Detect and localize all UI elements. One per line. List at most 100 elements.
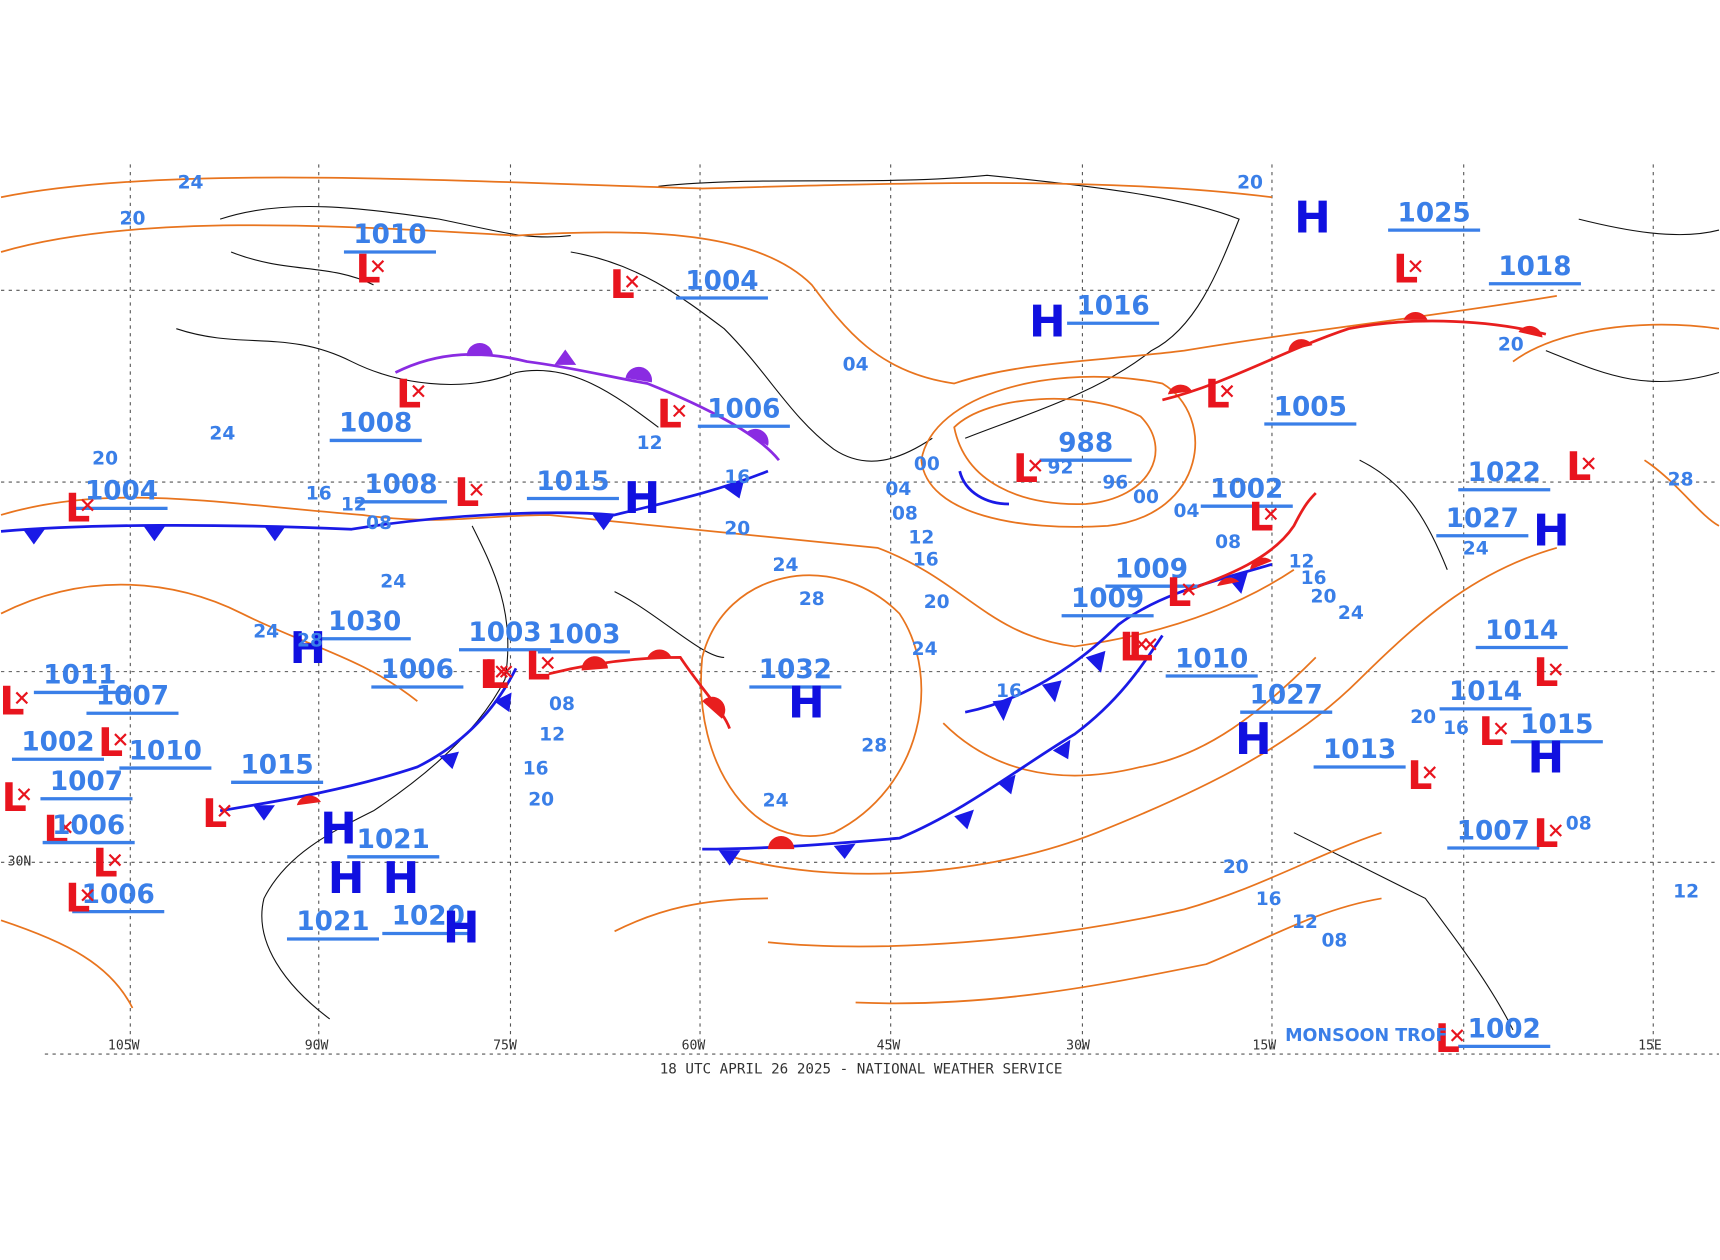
low-center: L: [454, 470, 479, 516]
isobars: [0, 176, 1720, 1009]
isobar-label: 24: [380, 571, 406, 592]
isobar-label: 04: [843, 354, 869, 375]
isobar-label: 16: [996, 681, 1022, 702]
isobar-label: 28: [1668, 469, 1694, 490]
isobar-label: 04: [1174, 501, 1200, 522]
pressure-value: 1002: [1468, 1015, 1541, 1045]
low-center: L: [1205, 372, 1230, 418]
pressure-value: 1008: [339, 409, 412, 439]
pressure-value: 1015: [241, 751, 314, 781]
high-center: H: [328, 853, 365, 904]
isobar-label: 08: [1321, 931, 1347, 952]
high-center: H: [443, 902, 480, 953]
isobar-label: 08: [549, 694, 575, 715]
pressure-value: 1009: [1115, 554, 1188, 584]
low-marker: [81, 888, 94, 902]
low-center: L: [1248, 494, 1273, 540]
low-marker: [371, 259, 385, 273]
low-marker: [1494, 722, 1508, 735]
pressure-value: 1007: [1457, 816, 1530, 846]
pressure-value: 1030: [328, 607, 401, 637]
longitude-label: 90W: [305, 1039, 329, 1054]
high-center: H: [289, 623, 326, 674]
isobar-label: 28: [861, 736, 887, 757]
low-marker: [672, 404, 686, 418]
isobar-label: 16: [523, 759, 549, 780]
pressure-value: 1002: [1210, 474, 1283, 504]
low-marker: [1144, 637, 1157, 651]
low-marker: [495, 665, 508, 678]
low-center: L: [43, 808, 68, 854]
low-marker: [1182, 583, 1195, 596]
low-center: L: [484, 652, 509, 698]
pressure-value: 1005: [1274, 392, 1347, 422]
high-center: H: [1029, 296, 1066, 347]
low-center: L: [1128, 625, 1153, 671]
low-center: L: [1566, 444, 1591, 490]
fronts: [0, 319, 1547, 851]
isobar-label: 24: [773, 555, 799, 576]
isobar-label: 12: [539, 725, 565, 746]
isobar-label: 20: [1237, 172, 1263, 193]
isobar-label: 24: [209, 423, 235, 444]
isobar-label: 92: [1048, 457, 1074, 478]
isobar-label: 16: [724, 467, 750, 488]
isobar-label: 12: [1292, 912, 1318, 933]
latitude-label: 30N: [8, 855, 32, 870]
longitude-label: 15E: [1638, 1039, 1662, 1054]
high-center: H: [320, 804, 357, 855]
pressure-value: 1027: [1250, 680, 1323, 710]
low-center: L: [657, 391, 682, 437]
low-marker: [114, 733, 127, 746]
isobar-label: 12: [908, 527, 934, 548]
pressure-value: 1021: [357, 825, 430, 855]
longitude-label: 15W: [1252, 1039, 1276, 1054]
low-marker: [1220, 384, 1234, 398]
pressure-value: 1010: [353, 220, 426, 250]
low-marker: [1264, 507, 1278, 521]
isobar-label: 20: [924, 592, 950, 613]
pressure-value: 1006: [381, 655, 454, 685]
low-center: L: [202, 791, 227, 837]
low-marker: [1582, 457, 1595, 470]
pressure-value: 1009: [1071, 584, 1144, 614]
longitude-label: 75W: [493, 1039, 517, 1054]
isobar-label: 20: [528, 789, 554, 810]
low-center: L: [1166, 570, 1191, 616]
isobar-label: 00: [1133, 487, 1159, 508]
isobar-label: 12: [637, 433, 663, 454]
pressure-value: 1004: [85, 477, 158, 507]
longitude-label: 105W: [108, 1039, 140, 1054]
footer: 18 UTC APRIL 26 2025 - NATIONAL WEATHER …: [660, 1062, 1063, 1078]
isobar-label: 28: [799, 589, 825, 610]
low-center: L: [1407, 753, 1432, 799]
pressure-value: 1006: [707, 394, 780, 424]
isobar-label: 24: [178, 172, 204, 193]
isobar-label: 20: [1498, 335, 1524, 356]
low-center: L: [1393, 247, 1418, 293]
pressure-value: 1015: [536, 467, 609, 497]
low-center: L: [396, 372, 421, 418]
low-center: L: [1119, 625, 1144, 671]
low-marker: [108, 853, 122, 867]
low-center: L: [1479, 709, 1504, 755]
pressure-value: 1004: [685, 266, 758, 296]
low-center: L: [65, 876, 90, 922]
low-marker: [1549, 824, 1562, 837]
isobar-label: 24: [912, 639, 938, 660]
low-marker: [412, 384, 425, 398]
low-marker: [1423, 766, 1436, 779]
low-marker: [1549, 663, 1562, 676]
longitude-label: 30W: [1066, 1039, 1090, 1054]
isobar-label: 20: [1410, 707, 1436, 728]
pressure-value: 1003: [547, 620, 620, 650]
isobar-label: 08: [366, 513, 392, 534]
pressure-value: 1018: [1498, 252, 1571, 282]
pressure-value: 1027: [1446, 504, 1519, 534]
pressure-value: 1010: [129, 736, 202, 766]
pressure-value: 1002: [21, 728, 94, 758]
high-center: H: [1294, 192, 1331, 243]
low-center: L: [1533, 650, 1558, 696]
front-symbols: [22, 312, 1543, 866]
